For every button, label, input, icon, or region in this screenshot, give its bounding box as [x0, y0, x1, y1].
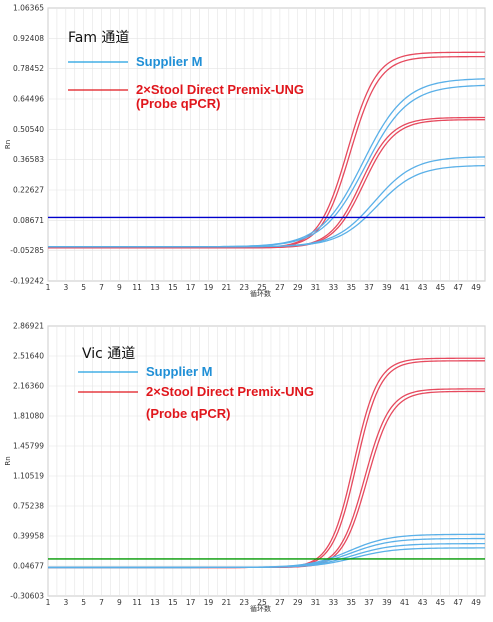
- legend-label-supplier-m: Supplier M: [136, 54, 202, 69]
- y-tick-label: -0.05285: [10, 246, 44, 255]
- y-tick-label: 0.39958: [13, 531, 44, 540]
- x-tick-label: 17: [186, 598, 196, 607]
- y-tick-label: 1.45799: [13, 442, 44, 451]
- x-tick-label: 39: [382, 283, 392, 292]
- x-tick-label: 3: [63, 598, 68, 607]
- x-tick-label: 19: [204, 283, 214, 292]
- x-tick-label: 7: [99, 283, 104, 292]
- legend-label-probe-qpcr: (Probe qPCR): [146, 406, 231, 421]
- x-tick-label: 25: [257, 598, 267, 607]
- x-tick-label: 9: [117, 598, 122, 607]
- x-tick-label: 33: [329, 283, 339, 292]
- x-tick-label: 49: [471, 283, 481, 292]
- x-tick-label: 5: [81, 598, 86, 607]
- x-tick-label: 47: [453, 598, 463, 607]
- fam-chart-panel: 1.06365 0.92408 0.78452 0.64496 0.50540 0.365…: [0, 0, 493, 300]
- x-tick-label: 43: [418, 283, 428, 292]
- y-tick-label: 2.16360: [13, 382, 44, 391]
- y-tick-label: 0.92408: [13, 34, 44, 43]
- x-tick-label: 27: [275, 283, 285, 292]
- legend-label-stool-premix: 2×Stool Direct Premix-UNG: [146, 384, 314, 399]
- x-tick-label: 1: [46, 283, 51, 292]
- y-tick-label: 0.08671: [13, 216, 44, 225]
- x-tick-label: 37: [364, 283, 374, 292]
- x-tick-label: 33: [329, 598, 339, 607]
- x-tick-label: 49: [471, 598, 481, 607]
- x-tick-label: 23: [239, 598, 249, 607]
- x-tick-label: 31: [311, 598, 321, 607]
- x-tick-label: 3: [63, 283, 68, 292]
- y-tick-label: -0.19242: [10, 277, 44, 286]
- x-tick-label: 29: [293, 283, 303, 292]
- y-tick-label: 0.22627: [13, 186, 44, 195]
- x-tick-label: 13: [150, 598, 160, 607]
- y-tick-label: -0.30603: [10, 592, 44, 601]
- amplification-curve-stool-premix-3: [48, 119, 485, 249]
- x-tick-label: 25: [257, 283, 267, 292]
- x-tick-label: 13: [150, 283, 160, 292]
- x-tick-label: 41: [400, 598, 410, 607]
- x-tick-label: 35: [346, 283, 356, 292]
- x-tick-label: 15: [168, 598, 178, 607]
- vic-chart-panel: 2.86921 2.51640 2.16360 1.81080 1.45799 1.105…: [0, 310, 493, 613]
- plot-frame: [47, 325, 486, 597]
- x-tick-label: 31: [311, 283, 321, 292]
- x-tick-label: 19: [204, 598, 214, 607]
- x-axis-label: 循环数: [250, 289, 271, 298]
- fam-amplification-chart: 1.06365 0.92408 0.78452 0.64496 0.50540 0.365…: [4, 4, 486, 298]
- y-tick-label: 0.64496: [13, 95, 44, 104]
- x-tick-label: 35: [346, 598, 356, 607]
- x-tick-label: 11: [132, 283, 142, 292]
- legend-label-probe-qpcr: (Probe qPCR): [136, 96, 221, 111]
- x-tick-label: 29: [293, 598, 303, 607]
- x-tick-label: 23: [239, 283, 249, 292]
- x-tick-label: 37: [364, 598, 374, 607]
- x-tick-label: 17: [186, 283, 196, 292]
- y-tick-label: 1.81080: [13, 411, 44, 420]
- y-tick-label: 0.75238: [13, 502, 44, 511]
- x-tick-label: 47: [453, 283, 463, 292]
- x-tick-label: 21: [222, 283, 232, 292]
- y-tick-label: 0.50540: [13, 125, 44, 134]
- x-tick-label: 7: [99, 598, 104, 607]
- legend-label-supplier-m: Supplier M: [146, 364, 212, 379]
- channel-title: Fam 通道: [68, 30, 129, 46]
- y-tick-label: 0.36583: [13, 155, 44, 164]
- x-tick-label: 5: [81, 283, 86, 292]
- x-tick-label: 27: [275, 598, 285, 607]
- x-tick-label: 45: [436, 283, 446, 292]
- x-tick-label: 1: [46, 598, 51, 607]
- x-tick-label: 41: [400, 283, 410, 292]
- x-tick-label: 43: [418, 598, 428, 607]
- y-tick-label: 1.10519: [13, 471, 44, 480]
- x-tick-label: 39: [382, 598, 392, 607]
- vic-amplification-chart: 2.86921 2.51640 2.16360 1.81080 1.45799 1.105…: [4, 322, 486, 613]
- y-axis-label: Rn: [4, 140, 12, 149]
- y-tick-label: 2.86921: [13, 322, 44, 331]
- y-tick-label: 0.78452: [13, 64, 44, 73]
- x-axis-label: 循环数: [250, 604, 271, 613]
- amplification-curve-supplier-m-7: [48, 547, 485, 569]
- y-tick-label: 1.06365: [13, 4, 44, 13]
- y-tick-label: 0.04677: [13, 562, 44, 571]
- y-axis-label: Rn: [4, 456, 12, 465]
- x-tick-label: 11: [132, 598, 142, 607]
- x-tick-label: 9: [117, 283, 122, 292]
- x-tick-label: 45: [436, 598, 446, 607]
- amplification-curve-supplier-m-7: [48, 164, 486, 248]
- x-tick-label: 15: [168, 283, 178, 292]
- y-tick-label: 2.51640: [13, 352, 44, 361]
- channel-title: Vic 通道: [82, 346, 135, 362]
- x-tick-label: 21: [222, 598, 232, 607]
- plot-frame: [47, 7, 486, 282]
- legend-label-stool-premix: 2×Stool Direct Premix-UNG: [136, 82, 304, 97]
